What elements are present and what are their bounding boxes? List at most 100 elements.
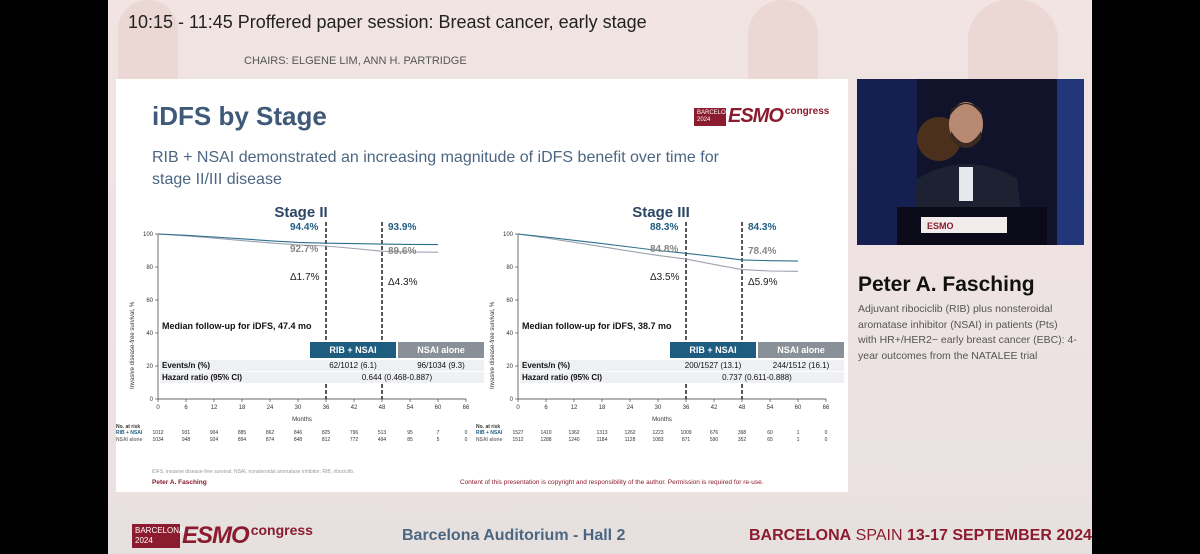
risk-value: 1223: [652, 430, 664, 436]
risk-value: 590: [709, 437, 719, 443]
risk-row-label: RIB + NSAI: [116, 430, 143, 436]
x-tick-label: 0: [516, 405, 520, 411]
series-line: [157, 233, 439, 246]
speaker-video: ESMO: [857, 79, 1084, 245]
risk-row-label: NSAI alone: [116, 437, 143, 443]
risk-value: 65: [767, 437, 773, 443]
nsai-48-value: 78.4%: [748, 246, 777, 257]
number-at-risk: No. at risk RIB + NSAI 1012 931 904 885 862 846…: [116, 424, 476, 444]
risk-value: 7: [436, 430, 440, 436]
risk-value: 1009: [680, 430, 692, 436]
slide-presenter: Peter A. Fasching: [152, 479, 207, 486]
x-tick-label: 66: [823, 405, 830, 411]
risk-value: 1240: [568, 437, 580, 443]
risk-value: 772: [349, 437, 359, 443]
logo-city-box: BARCELONA 2024: [694, 107, 734, 126]
table-cell: 62/1012 (6.1): [329, 361, 377, 370]
x-tick-label: 6: [184, 405, 188, 411]
event-dates: BARCELONA SPAIN 13-17 SEPTEMBER 2024: [749, 527, 1092, 545]
x-tick-label: 6: [544, 405, 548, 411]
y-tick-label: 0: [510, 397, 514, 403]
y-tick-label: 80: [506, 265, 513, 271]
delta-36-value: Δ1.7%: [290, 272, 320, 283]
risk-value: 1262: [624, 430, 636, 436]
table-row-bg: [160, 360, 484, 371]
table-cell: 200/1527 (13.1): [684, 361, 742, 370]
median-followup: Median follow-up for iDFS, 47.4 mo: [162, 321, 312, 331]
venue: Barcelona Auditorium - Hall 2: [402, 527, 626, 544]
risk-row-label: RIB + NSAI: [476, 430, 503, 436]
risk-value: 871: [681, 437, 691, 443]
y-tick-label: 40: [146, 331, 153, 337]
risk-value: 5: [436, 437, 440, 443]
x-tick-label: 24: [627, 405, 634, 411]
country: SPAIN: [855, 527, 903, 544]
esmo-logo: BARCELONA 2024 ESMO congress: [694, 105, 829, 128]
risk-value: 894: [237, 437, 247, 443]
slide-copyright: Content of this presentation is copyrigh…: [460, 479, 764, 486]
risk-value: 1410: [540, 430, 552, 436]
number-at-risk: No. at risk RIB + NSAI 1527 1410 1362 1313 126…: [476, 424, 836, 444]
y-tick-label: 40: [506, 331, 513, 337]
speaker-name: Peter A. Fasching: [858, 273, 1035, 296]
risk-value: 1512: [512, 437, 524, 443]
risk-value: 846: [293, 430, 303, 436]
session-chairs: CHAIRS: ELGENE LIM, ANN H. PARTRIDGE: [244, 55, 467, 67]
results-table: RIB + NSAI NSAI alone Events/n (%) 62/1012 …: [160, 342, 484, 386]
x-tick-label: 0: [156, 405, 160, 411]
left-letterbox: [0, 0, 108, 554]
risk-value: 0: [824, 437, 828, 443]
table-header: RIB + NSAI: [670, 342, 756, 358]
risk-value: 494: [377, 437, 387, 443]
x-tick-label: 36: [323, 405, 330, 411]
table-row-bg: [520, 360, 844, 371]
risk-value: 812: [321, 437, 331, 443]
series-line: [517, 233, 799, 262]
y-tick-label: 100: [503, 232, 514, 238]
stage-iii-panel: Stage III 0 20 40 60 80 100 0 6 12 18 24 30 36 42 48 54 6…: [476, 204, 844, 444]
y-tick-label: 20: [146, 364, 153, 370]
x-tick-label: 12: [571, 405, 578, 411]
x-tick-label: 42: [711, 405, 718, 411]
risk-value: 948: [181, 437, 191, 443]
y-tick-label: 60: [506, 298, 513, 304]
table-row-label: Events/n (%): [162, 361, 211, 370]
risk-value: 862: [265, 430, 275, 436]
footer-esmo-logo: BARCELONA 2024 ESMO congress: [132, 522, 313, 550]
risk-value: 848: [293, 437, 303, 443]
svg-text:ESMO: ESMO: [927, 221, 954, 231]
logo-word: ESMO: [728, 105, 784, 127]
logo-congress: congress: [784, 106, 830, 117]
risk-value: 95: [407, 430, 413, 436]
table-row-label: Hazard ratio (95% CI): [162, 373, 243, 382]
x-tick-label: 54: [767, 405, 774, 411]
session-title: 10:15 - 11:45 Proffered paper session: B…: [128, 12, 647, 32]
risk-value: 904: [209, 430, 219, 436]
y-tick-label: 20: [506, 364, 513, 370]
stage-ii-panel: Stage II 0 20 40 60 80 100 0 6 12 18 24 30 36 42 48 54 60…: [116, 204, 484, 444]
y-tick-label: 80: [146, 265, 153, 271]
series-line: [517, 233, 799, 272]
slide-subtitle: RIB + NSAI demonstrated an increasing ma…: [152, 149, 719, 188]
results-table: RIB + NSAI NSAI alone Events/n (%) 200/1527…: [520, 342, 844, 386]
speaker-video-image: ESMO: [857, 79, 1084, 245]
table-cell: 244/1512 (16.1): [772, 361, 830, 370]
table-cell: 0.737 (0.611-0.888): [722, 373, 792, 382]
footer-logo-congress: congress: [250, 522, 313, 538]
delta-48-value: Δ4.3%: [388, 277, 418, 288]
x-tick-label: 60: [435, 405, 442, 411]
y-axis-label: Invasive disease-free survival, %: [490, 301, 496, 389]
x-tick-label: 30: [655, 405, 662, 411]
y-tick-label: 0: [150, 397, 154, 403]
risk-value: 352: [737, 437, 747, 443]
table-row-label: Hazard ratio (95% CI): [522, 373, 603, 382]
slide-footnote: iDFS, invasive disease-free survival; NS…: [152, 469, 355, 475]
x-tick-label: 24: [267, 405, 274, 411]
risk-value: 931: [181, 430, 191, 436]
y-axis-label: Invasive disease-free survival, %: [130, 301, 136, 389]
chart-title: Stage II: [274, 204, 328, 221]
risk-value: 85: [407, 437, 413, 443]
median-followup: Median follow-up for iDFS, 38.7 mo: [522, 321, 672, 331]
risk-value: 398: [737, 430, 747, 436]
risk-value: 1: [796, 430, 800, 436]
